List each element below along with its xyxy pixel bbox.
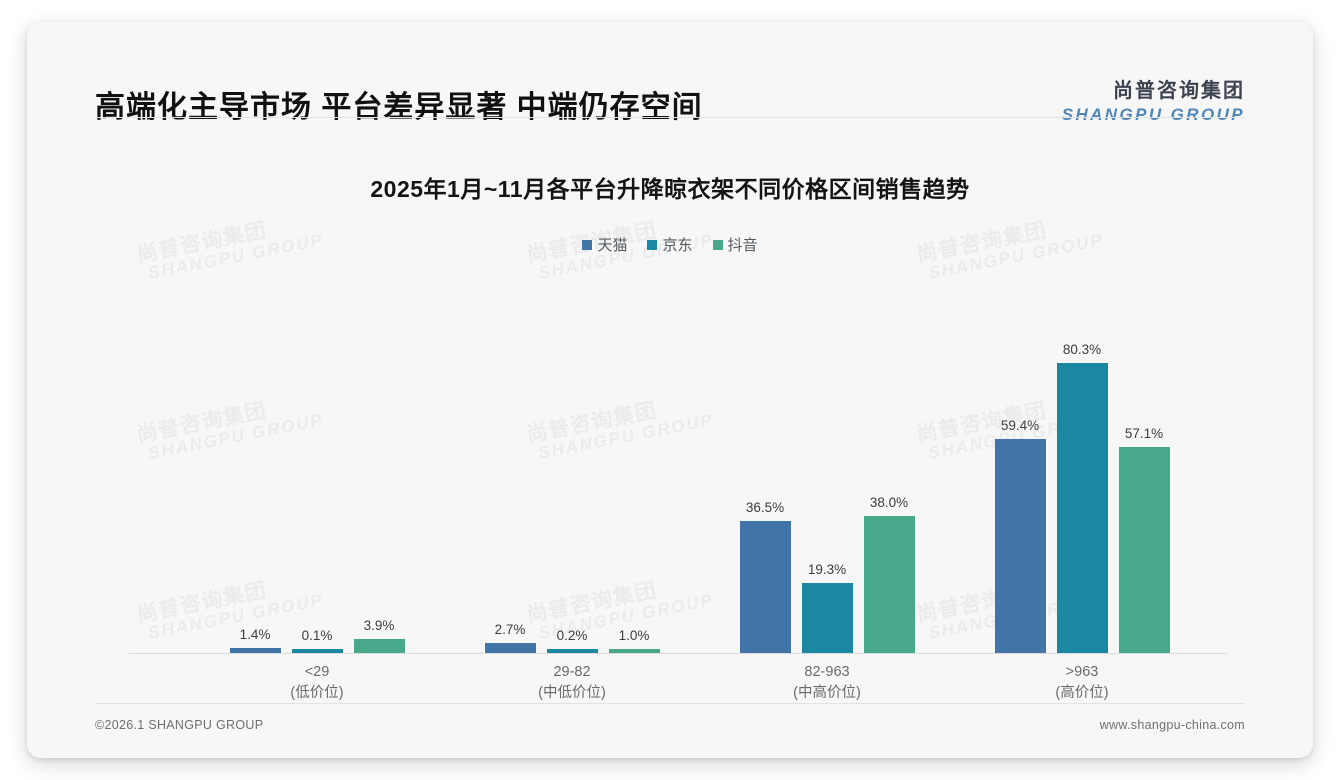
- chart-legend: 天猫 京东 抖音: [27, 234, 1313, 255]
- bar-group-4: 59.4% 80.3% 57.1%: [994, 272, 1170, 653]
- x-axis-label-2: 29-82 (中低价位): [482, 662, 662, 704]
- legend-swatch-icon: [582, 239, 593, 250]
- bar-value-label: 2.7%: [494, 622, 526, 638]
- footer-website[interactable]: www.shangpu-china.com: [1099, 718, 1245, 732]
- x-axis-tier: (低价位): [290, 685, 344, 702]
- bar-天猫-<29[interactable]: 1.4%: [229, 272, 281, 653]
- bar-天猫-82-963[interactable]: 36.5%: [739, 272, 791, 653]
- x-axis-range: <29: [304, 664, 330, 680]
- chart-plot-area: 1.4% 0.1% 3.9% 2.7% 0.2% 1.0% 36.5% 19.3% 38.0% 5…: [107, 272, 1227, 654]
- bar-value-label: 36.5%: [745, 500, 785, 516]
- legend-swatch-icon: [647, 239, 658, 250]
- header-divider: [95, 117, 1245, 118]
- bar-group-2: 2.7% 0.2% 1.0%: [484, 272, 660, 653]
- bar-rect: [546, 649, 598, 653]
- bar-value-label: 80.3%: [1062, 342, 1102, 358]
- x-axis-label-1: <29 (低价位): [227, 662, 407, 704]
- bar-rect: [1056, 363, 1108, 653]
- bar-rect: [994, 438, 1046, 653]
- bar-抖音-<29[interactable]: 3.9%: [353, 272, 405, 653]
- x-axis-tier: (中低价位): [538, 685, 606, 702]
- legend-label: 天猫: [597, 237, 628, 254]
- bar-value-label: 59.4%: [1000, 417, 1040, 433]
- slide-header: 高端化主导市场 平台差异显著 中端仍存空间 尚普咨询集团 SHANGPU GRO…: [27, 22, 1313, 124]
- legend-label: 京东: [662, 237, 693, 254]
- bar-rect: [291, 649, 343, 653]
- legend-item-1[interactable]: 天猫: [582, 234, 627, 255]
- legend-swatch-icon: [712, 239, 723, 250]
- footer-copyright: ©2026.1 SHANGPU GROUP: [95, 718, 264, 732]
- x-axis-range: 82-963: [804, 664, 850, 680]
- x-axis-labels: <29 (低价位) 29-82 (中低价位) 82-963 (中高价位) >963 (高价位): [107, 662, 1227, 722]
- bar-抖音-82-963[interactable]: 38.0%: [863, 272, 915, 653]
- bar-rect: [863, 515, 915, 653]
- bar-rect: [608, 649, 660, 653]
- x-axis-label-4: >963 (高价位): [992, 662, 1172, 704]
- chart-title: 2025年1月~11月各平台升降晾衣架不同价格区间销售趋势: [370, 176, 970, 202]
- bar-抖音-29-82[interactable]: 1.0%: [608, 272, 660, 653]
- bar-value-label: 0.1%: [301, 628, 333, 643]
- bar-group-3: 36.5% 19.3% 38.0%: [739, 272, 915, 653]
- bar-value-label: 1.0%: [618, 628, 650, 643]
- bar-value-label: 0.2%: [556, 628, 588, 643]
- legend-label: 抖音: [727, 237, 758, 254]
- legend-item-2[interactable]: 京东: [647, 234, 693, 255]
- brand-logo: 尚普咨询集团 SHANGPU GROUP: [1062, 74, 1245, 125]
- page-title: 高端化主导市场 平台差异显著 中端仍存空间: [95, 91, 703, 124]
- bar-rect: [739, 521, 791, 653]
- bar-rect: [353, 638, 405, 653]
- brand-logo-en: SHANGPU GROUP: [1061, 105, 1245, 124]
- x-axis-tier: (高价位): [1055, 685, 1109, 702]
- bar-group-1: 1.4% 0.1% 3.9%: [229, 272, 405, 653]
- bar-value-label: 19.3%: [807, 562, 847, 578]
- bar-天猫->963[interactable]: 59.4%: [994, 272, 1046, 653]
- bar-天猫-29-82[interactable]: 2.7%: [484, 272, 536, 653]
- bar-rect: [1118, 446, 1170, 653]
- x-axis-line: [129, 653, 1227, 654]
- bar-京东-29-82[interactable]: 0.2%: [546, 272, 598, 653]
- x-axis-tier: (中高价位): [793, 685, 861, 702]
- bar-value-label: 1.4%: [239, 626, 271, 642]
- x-axis-range: 29-82: [553, 664, 591, 680]
- x-axis-label-3: 82-963 (中高价位): [737, 662, 917, 704]
- brand-logo-cn: 尚普咨询集团: [1113, 80, 1245, 102]
- bar-rect: [484, 643, 536, 653]
- bar-value-label: 38.0%: [869, 494, 909, 510]
- legend-item-3[interactable]: 抖音: [712, 234, 758, 255]
- footer-divider: [95, 703, 1245, 704]
- bar-value-label: 57.1%: [1124, 425, 1164, 441]
- bar-抖音->963[interactable]: 57.1%: [1118, 272, 1170, 653]
- bar-京东->963[interactable]: 80.3%: [1056, 272, 1108, 653]
- bar-rect: [801, 583, 853, 653]
- bar-京东-<29[interactable]: 0.1%: [291, 272, 343, 653]
- x-axis-range: >963: [1065, 664, 1099, 680]
- bar-rect: [229, 647, 281, 653]
- bar-value-label: 3.9%: [363, 617, 395, 633]
- bar-京东-82-963[interactable]: 19.3%: [801, 272, 853, 653]
